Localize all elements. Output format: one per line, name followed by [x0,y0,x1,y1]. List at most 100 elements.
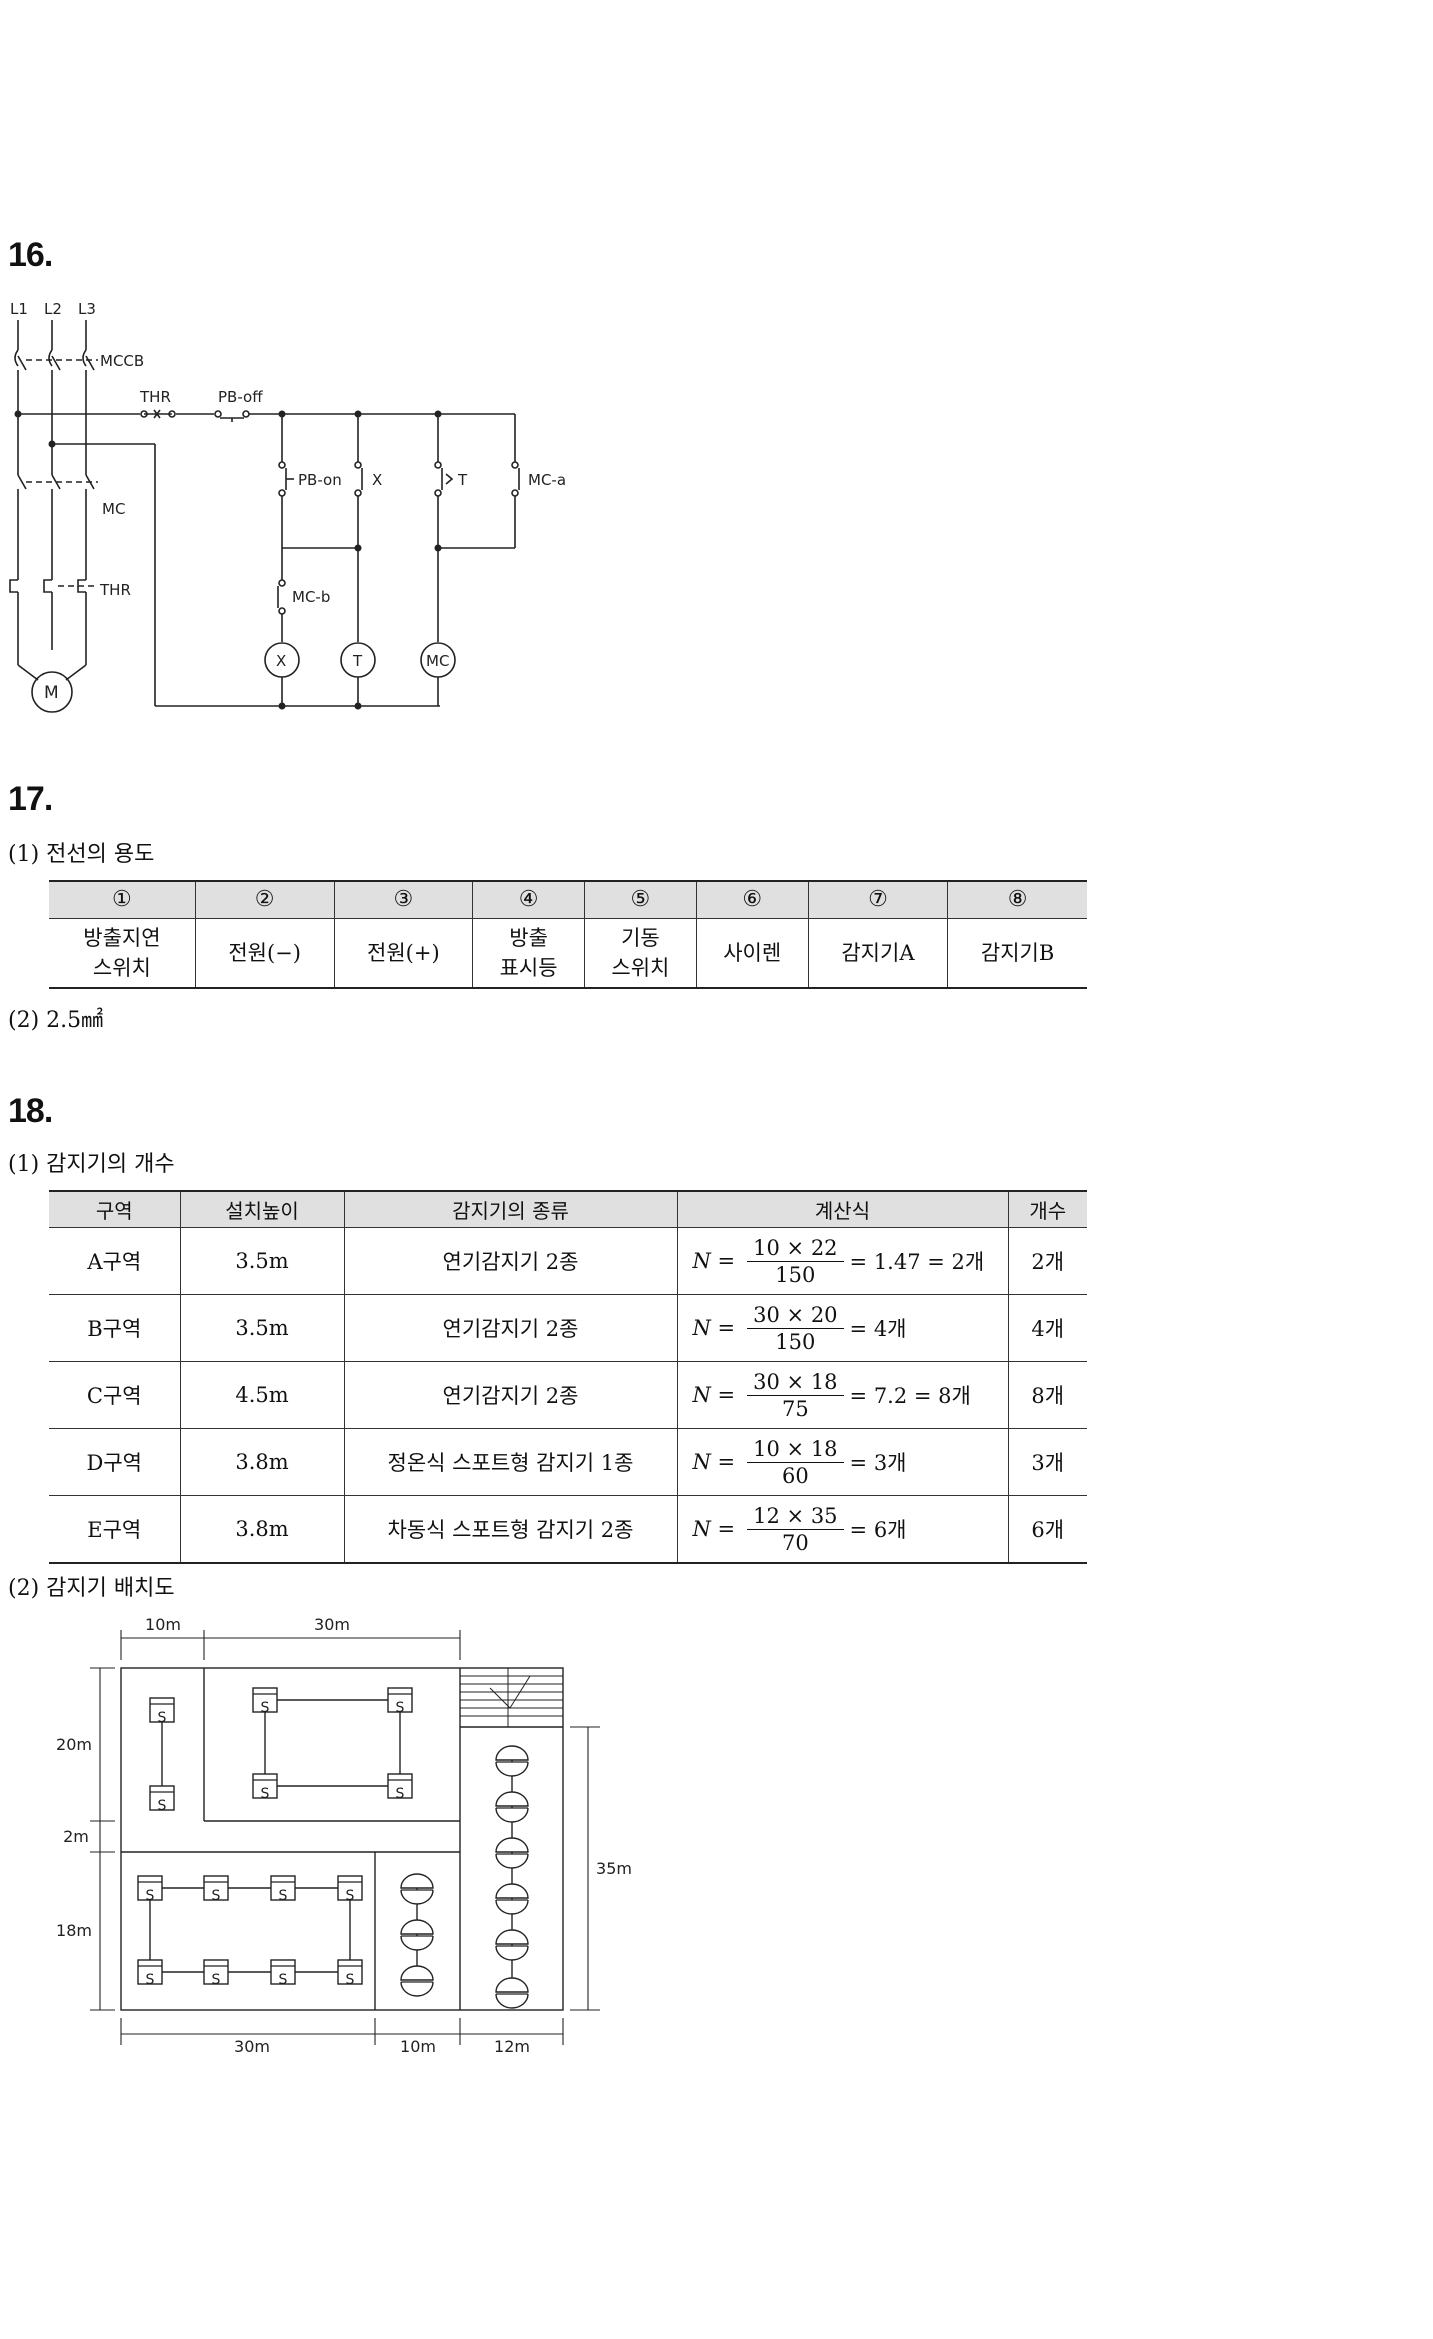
q17-part1-title: (1) 전선의 용도 [8,842,155,867]
smoke-detector-label: S [346,1972,355,1988]
motor-label: M [44,683,59,703]
table-row: 방출지연 스위치 전원(−) 전원(+) 방출 표시등 기동 스위치 사이렌 감지기A… [49,918,1087,989]
smoke-detector-label: S [396,1786,405,1802]
coil-mc-label: MC [426,652,449,670]
dim-35m: 35m [596,1859,632,1878]
table-cell: 전원(−) [194,918,335,989]
dim-18m: 18m [56,1921,92,1940]
label-l3: L3 [78,300,96,318]
label-thr-contact: THR [139,388,171,406]
header-cell: ① [49,880,196,919]
type-cell: 차동식 스포트형 감지기 2종 [343,1495,678,1564]
table-row: D구역 3.8m 정온식 스포트형 감지기 1종 N = 10 × 18 60 = 3… [49,1428,1087,1496]
question-16-number: 16. [8,236,53,274]
type-cell: 연기감지기 2종 [343,1294,678,1362]
smoke-detector-label: S [158,1710,167,1726]
smoke-detector-label: S [346,1888,355,1904]
zone-cell: C구역 [49,1361,181,1429]
header-cell: ⑥ [695,880,809,919]
zone-cell: D구역 [49,1428,181,1496]
q18-part1-title: (1) 감지기의 개수 [8,1152,175,1177]
header-cell: 계산식 [676,1190,1009,1228]
dim-bottom-10m: 10m [400,2037,436,2056]
zone-cell: E구역 [49,1495,181,1564]
dim-2m: 2m [63,1827,89,1846]
q18-part2-title: (2) 감지기 배치도 [8,1576,175,1601]
dim-top-30m: 30m [314,1615,350,1634]
smoke-detector-label: S [279,1972,288,1988]
detector-layout-floorplan: S S S S S S S S S S S S S S 10m 30m 20m … [56,1615,632,2056]
count-cell: 4개 [1007,1294,1087,1362]
smoke-detector-label: S [396,1700,405,1716]
table-cell: 감지기A [807,918,949,989]
label-mc: MC [102,500,125,518]
detector-count-table: 구역 설치높이 감지기의 종류 계산식 개수 A구역 3.5m 연기감지기 2종… [49,1190,1087,1564]
table-row: B구역 3.5m 연기감지기 2종 N = 30 × 20 150 = 4개 4개 [49,1294,1087,1362]
label-l2: L2 [44,300,62,318]
question-18-number: 18. [8,1092,53,1130]
type-cell: 연기감지기 2종 [343,1227,678,1295]
dim-bottom-30m: 30m [234,2037,270,2056]
table-header-row: 구역 설치높이 감지기의 종류 계산식 개수 [49,1190,1087,1228]
count-cell: 3개 [1007,1428,1087,1496]
label-mc-b: MC-b [292,588,330,606]
label-l1: L1 [10,300,28,318]
smoke-detector-label: S [261,1700,270,1716]
table-row: E구역 3.8m 차동식 스포트형 감지기 2종 N = 12 × 35 70 = 6… [49,1495,1087,1564]
header-cell: ③ [333,880,474,919]
sequence-circuit-diagram: L1 L2 L3 MCCB THR PB-off PB-on X T MC-a … [9,300,566,713]
header-cell: ② [194,880,335,919]
type-cell: 연기감지기 2종 [343,1361,678,1429]
label-pb-off: PB-off [218,388,263,406]
label-t-contact: T [457,471,468,489]
coil-x-label: X [276,652,286,670]
smoke-detector-label: S [146,1972,155,1988]
table-cell: 전원(+) [333,918,474,989]
formula-cell: N = 30 × 18 75 = 7.2 = 8개 [676,1361,1009,1429]
header-cell: 개수 [1007,1190,1087,1228]
count-cell: 8개 [1007,1361,1087,1429]
table-row: C구역 4.5m 연기감지기 2종 N = 30 × 18 75 = 7.2 = 8개… [49,1361,1087,1429]
height-cell: 4.5m [179,1361,345,1429]
height-cell: 3.5m [179,1294,345,1362]
count-cell: 2개 [1007,1227,1087,1295]
dim-top-10m: 10m [145,1615,181,1634]
smoke-detector-label: S [212,1888,221,1904]
table-cell: 사이렌 [695,918,809,989]
table-row: A구역 3.5m 연기감지기 2종 N = 10 × 22 150 = 1.47 = … [49,1227,1087,1295]
header-cell: ⑧ [947,880,1087,919]
wire-usage-table: ① ② ③ ④ ⑤ ⑥ ⑦ ⑧ 방출지연 스위치 전원(−) 전원(+) 방출 표시… [49,880,1087,989]
zone-cell: A구역 [49,1227,181,1295]
formula-cell: N = 12 × 35 70 = 6개 [676,1495,1009,1564]
header-cell: ⑦ [807,880,949,919]
header-cell: ④ [472,880,585,919]
smoke-detector-label: S [261,1786,270,1802]
q17-part2-answer: (2) 2.5㎟ [8,1008,104,1033]
height-cell: 3.8m [179,1495,345,1564]
label-pb-on: PB-on [298,471,342,489]
count-cell: 6개 [1007,1495,1087,1564]
smoke-detector-label: S [146,1888,155,1904]
header-cell: 감지기의 종류 [343,1190,678,1228]
table-cell: 방출 표시등 [472,918,585,989]
formula-cell: N = 10 × 22 150 = 1.47 = 2개 [676,1227,1009,1295]
height-cell: 3.8m [179,1428,345,1496]
dim-bottom-12m: 12m [494,2037,530,2056]
header-cell: 설치높이 [179,1190,345,1228]
dim-20m: 20m [56,1735,92,1754]
header-cell: 구역 [49,1190,181,1228]
smoke-detector-label: S [212,1972,221,1988]
type-cell: 정온식 스포트형 감지기 1종 [343,1428,678,1496]
formula-cell: N = 30 × 20 150 = 4개 [676,1294,1009,1362]
formula-cell: N = 10 × 18 60 = 3개 [676,1428,1009,1496]
label-mc-a: MC-a [528,471,566,489]
question-17-number: 17. [8,780,53,818]
height-cell: 3.5m [179,1227,345,1295]
zone-cell: B구역 [49,1294,181,1362]
coil-t-label: T [352,652,363,670]
heat-detector-icon [400,1745,529,2009]
table-cell: 방출지연 스위치 [49,918,196,989]
header-cell: ⑤ [584,880,697,919]
smoke-detector-label: S [279,1888,288,1904]
smoke-detector-label: S [158,1798,167,1814]
